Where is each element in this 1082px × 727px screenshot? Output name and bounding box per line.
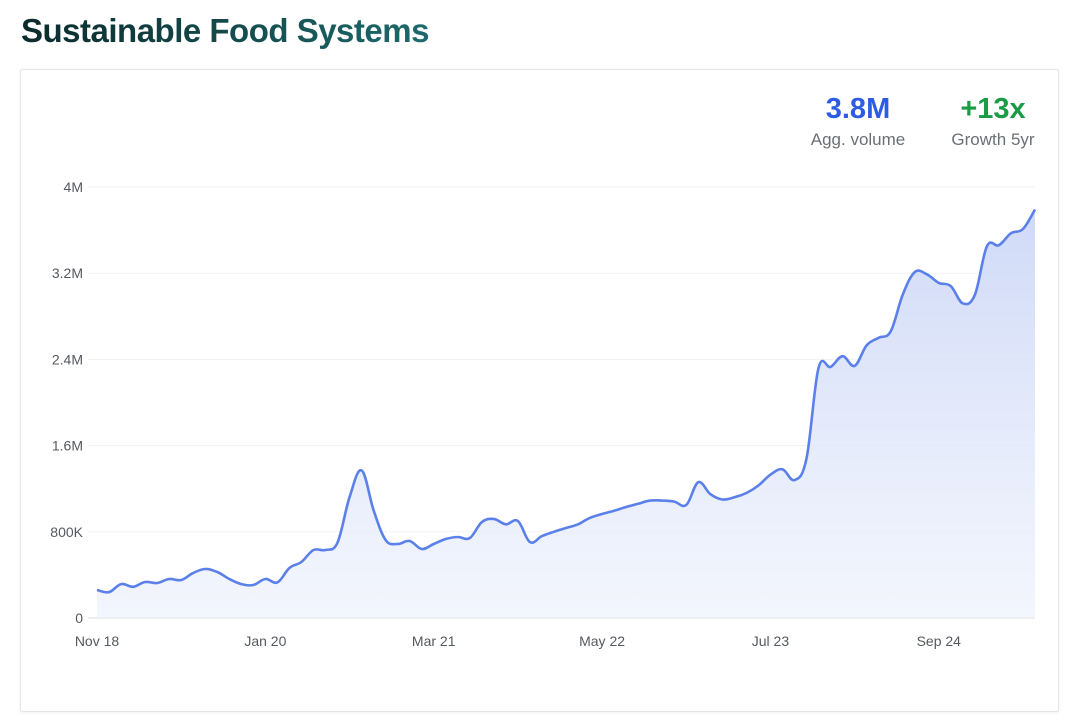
y-tick-label: 4M	[64, 179, 83, 195]
series-line	[96, 208, 1037, 594]
y-tick-label: 800K	[50, 524, 83, 540]
stat-value: +13x	[960, 93, 1026, 125]
y-tick-label: 1.6M	[52, 438, 83, 454]
y-tick-label: 0	[75, 610, 83, 626]
y-tick-label: 2.4M	[52, 351, 83, 367]
x-tick-label: Jul 23	[752, 633, 790, 649]
chart-card	[20, 69, 1059, 712]
y-tick-label: 3.2M	[52, 265, 83, 281]
stat-value: 3.8M	[825, 93, 891, 125]
x-tick-label: Mar 21	[412, 633, 456, 649]
x-tick-label: Jan 20	[244, 633, 286, 649]
stat-agg-volume: 3.8M Agg. volume	[808, 92, 908, 150]
page-title: Sustainable Food Systems	[21, 12, 429, 49]
x-tick-label: May 22	[579, 633, 625, 649]
area-fill	[97, 209, 1035, 618]
stat-growth: +13x Growth 5yr	[943, 92, 1043, 150]
stat-label: Growth 5yr	[951, 130, 1035, 149]
x-tick-label: Sep 24	[917, 633, 962, 649]
x-axis: Nov 18 Jan 20 Mar 21 May 22 Jul 23 Sep 24	[75, 633, 961, 649]
x-tick-label: Nov 18	[75, 633, 120, 649]
stat-label: Agg. volume	[810, 130, 906, 149]
y-axis: 0 800K 1.6M 2.4M 3.2M 4M	[50, 179, 83, 626]
